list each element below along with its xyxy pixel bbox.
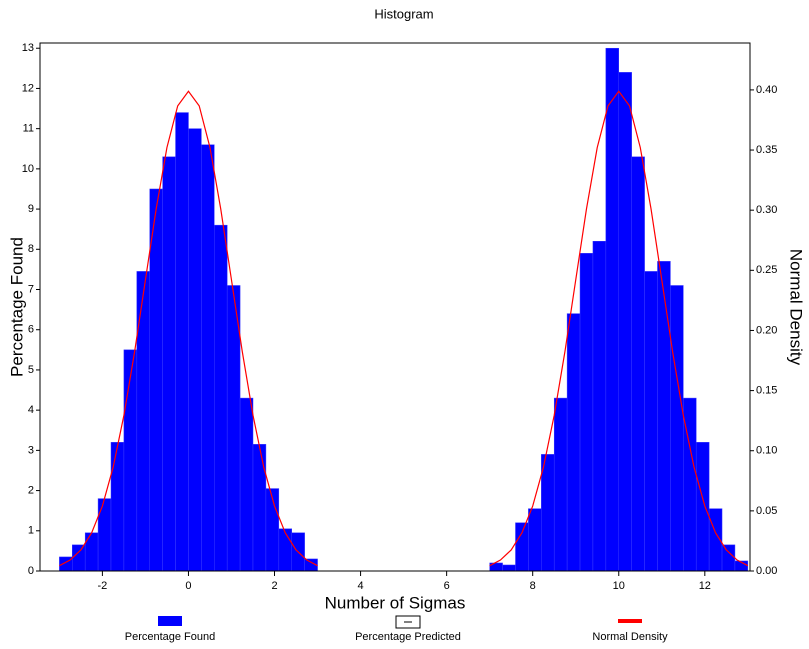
x-tick-label: 0 — [185, 580, 191, 592]
histogram-bar — [162, 156, 176, 572]
y2-tick-label: 0.10 — [756, 445, 777, 457]
histogram-bar — [670, 285, 684, 572]
histogram-bar — [265, 488, 280, 572]
plot-frame — [39, 42, 751, 572]
y-tick-label: 7 — [28, 283, 34, 295]
histogram-bar — [239, 397, 254, 572]
density-line — [489, 90, 749, 567]
legend-label: Percentage Found — [125, 631, 216, 643]
y2-tick-label: 0.40 — [756, 84, 777, 96]
histogram-bar — [631, 156, 645, 572]
y-tick-label: 12 — [22, 82, 34, 94]
histogram-bar — [226, 285, 241, 572]
histogram-bar — [695, 442, 710, 572]
x-tick-label: 6 — [444, 580, 450, 592]
histogram-bar — [644, 271, 658, 572]
y-tick-label: 13 — [22, 42, 34, 54]
legend-label: Percentage Predicted — [355, 631, 461, 643]
histogram-bar — [515, 522, 529, 572]
y-tick-label: 5 — [28, 364, 34, 376]
histogram-bar — [553, 397, 568, 572]
y-tick-label: 6 — [28, 324, 34, 336]
histogram-bar — [657, 261, 671, 572]
y-tick-label: 4 — [28, 404, 34, 416]
histogram-bar — [528, 508, 542, 572]
y2-tick-label: 0.30 — [756, 204, 777, 216]
histogram-bar — [110, 442, 125, 572]
histogram-bar — [214, 224, 228, 572]
y2-tick-label: 0.00 — [756, 565, 777, 577]
x-tick-label: 2 — [271, 580, 277, 592]
legend-swatch — [158, 616, 182, 626]
histogram-bar — [721, 544, 736, 572]
density-line — [59, 90, 318, 567]
histogram-bar — [175, 112, 189, 572]
histogram-bar — [149, 188, 163, 572]
histogram-bar — [579, 253, 594, 572]
x-axis-label: Number of Sigmas — [325, 593, 466, 612]
x-tick-label: 8 — [530, 580, 536, 592]
legend-label: Normal Density — [592, 631, 668, 643]
histogram-bar — [605, 47, 620, 572]
y2-tick-label: 0.20 — [756, 324, 777, 336]
y-tick-label: 3 — [28, 444, 34, 456]
histogram-bar — [278, 528, 292, 572]
y-tick-label: 9 — [28, 203, 34, 215]
y-tick-label: 10 — [22, 163, 34, 175]
histogram-bar — [97, 498, 112, 572]
histogram-bar — [566, 313, 581, 572]
histogram-bar — [123, 349, 138, 572]
x-tick-label: -2 — [98, 580, 108, 592]
y-tick-label: 2 — [28, 484, 34, 496]
y-tick-label: 8 — [28, 243, 34, 255]
x-tick-label: 10 — [613, 580, 625, 592]
y-tick-label: 0 — [28, 565, 34, 577]
histogram-bar — [252, 444, 267, 572]
chart-title: Histogram — [374, 6, 433, 21]
y-tick-label: 1 — [28, 525, 34, 537]
y-tick-label: 11 — [23, 123, 34, 135]
y2-axis-label: Normal Density — [787, 249, 806, 366]
x-tick-label: 12 — [699, 580, 711, 592]
x-tick-label: 4 — [358, 580, 364, 592]
y2-tick-label: 0.15 — [756, 384, 777, 396]
y2-tick-label: 0.05 — [756, 505, 777, 517]
histogram-bar — [201, 144, 215, 572]
legend-swatch — [618, 619, 642, 623]
histogram-bar — [188, 128, 202, 572]
y-axis-label: Percentage Found — [7, 237, 26, 377]
histogram-bar — [618, 72, 632, 572]
histogram-bar — [136, 271, 150, 572]
histogram-bar — [541, 454, 555, 572]
y2-tick-label: 0.35 — [756, 144, 777, 156]
histogram-bar — [502, 564, 516, 572]
histogram-bar — [84, 532, 99, 572]
histogram-bar — [72, 544, 86, 572]
histogram-bar — [592, 241, 607, 572]
y2-tick-label: 0.25 — [756, 264, 777, 276]
